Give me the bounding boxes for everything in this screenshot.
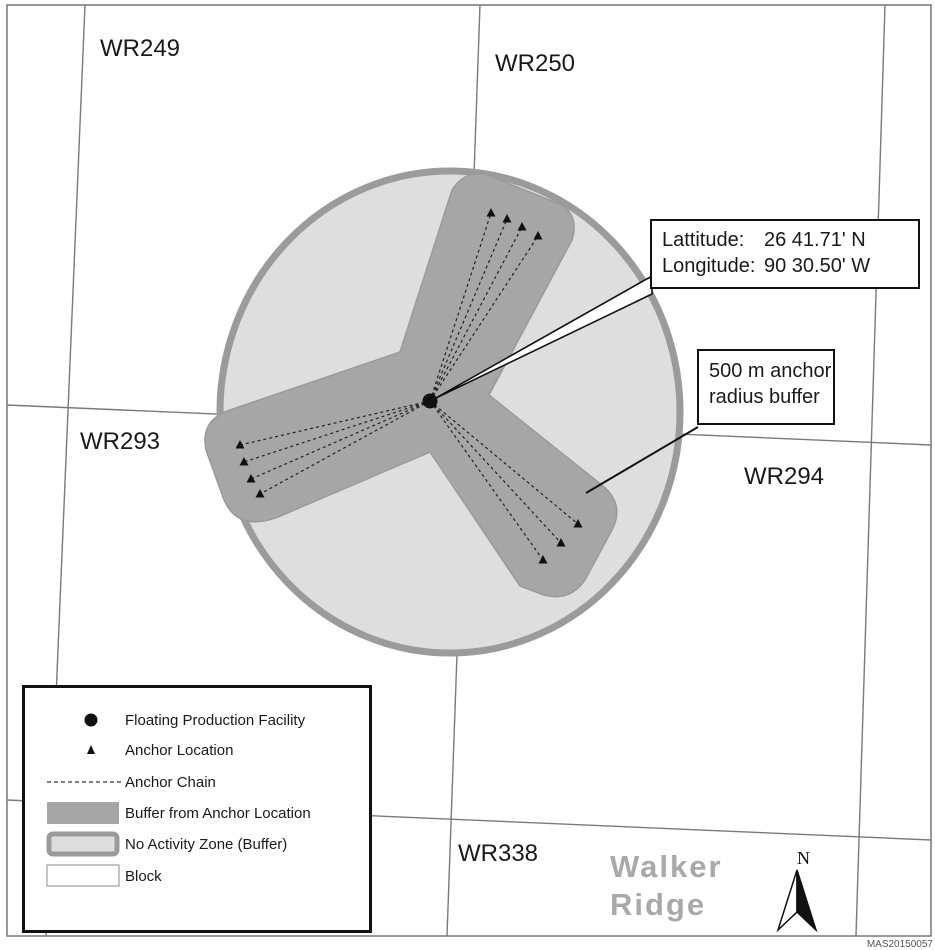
block-label-wr250: WR250 xyxy=(495,50,576,77)
floating-production-facility xyxy=(422,393,438,409)
anchor-chain-line xyxy=(429,400,562,544)
anchor-location-icon xyxy=(573,519,583,528)
legend-label: Anchor Chain xyxy=(125,773,216,791)
anchor-chain-line xyxy=(429,400,544,561)
block-label-wr293: WR293 xyxy=(80,428,161,455)
anchor-triangle-icon xyxy=(87,745,95,754)
dark-gray-fill-icon xyxy=(47,802,119,824)
anchor-location-icon xyxy=(517,222,527,231)
region-name-line1: Walker xyxy=(610,849,723,884)
anchor-buffer-callout: 500 m anchor radius buffer xyxy=(697,349,835,425)
anchor-chain-line xyxy=(250,400,431,480)
latitude-row: Lattitude: 26 41.71' N xyxy=(662,227,918,253)
anchor-location-icon xyxy=(235,440,245,449)
latitude-label: Lattitude: xyxy=(662,229,745,251)
anchor-location-buffer xyxy=(204,173,618,598)
anchor-chain-line xyxy=(429,218,508,402)
longitude-label: Longitude: xyxy=(662,255,756,277)
anchor-buffer-callout-line1: 500 m anchor xyxy=(709,360,832,382)
anchor-location-icon xyxy=(246,474,256,483)
block-label-wr294: WR294 xyxy=(744,463,825,490)
north-label: N xyxy=(797,848,810,868)
longitude-row: Longitude: 90 30.50' W xyxy=(662,253,918,279)
map-credit: MAS20150057 xyxy=(866,939,933,950)
anchor-location-icon xyxy=(239,457,249,466)
facility-dot-icon xyxy=(84,713,98,727)
anchor-location-icon xyxy=(486,208,496,217)
dashed-line-icon xyxy=(47,781,121,783)
map-legend: Floating Production Facility Anchor Loca… xyxy=(22,685,372,933)
block-line-vertical-east xyxy=(855,4,886,937)
legend-label: No Activity Zone (Buffer) xyxy=(125,835,288,853)
buffer-callout-leader xyxy=(585,426,699,494)
light-gray-fill-outlined-icon xyxy=(46,831,120,857)
anchor-buffer-callout-line2: radius buffer xyxy=(709,386,820,408)
anchor-chain-line xyxy=(259,400,431,495)
anchor-chains xyxy=(239,212,579,561)
longitude-value: 90 30.50' W xyxy=(764,255,871,277)
anchor-location-icon xyxy=(538,555,548,564)
legend-label: Block xyxy=(125,867,162,885)
legend-label: Floating Production Facility xyxy=(125,711,306,729)
legend-label: Buffer from Anchor Location xyxy=(125,804,311,822)
region-name-line2: Ridge xyxy=(610,887,707,922)
anchor-chain-line xyxy=(239,400,431,446)
anchor-chain-line xyxy=(429,212,492,402)
north-arrow: N xyxy=(775,848,819,868)
legend-label: Anchor Location xyxy=(125,741,234,759)
anchor-chain-line xyxy=(429,400,579,525)
anchor-location-icon xyxy=(255,489,265,498)
north-arrow-icon xyxy=(776,869,818,933)
anchor-location-icon xyxy=(533,231,543,240)
anchor-location-icon xyxy=(556,538,566,547)
latitude-value: 26 41.71' N xyxy=(764,229,866,251)
block-label-wr249: WR249 xyxy=(100,35,181,62)
anchor-chain-line xyxy=(429,235,539,402)
anchor-chain-line xyxy=(243,400,431,463)
anchor-chain-line xyxy=(429,226,523,402)
anchor-location-icon xyxy=(502,214,512,223)
facility-coordinates-callout: Lattitude: 26 41.71' N Longitude: 90 30.… xyxy=(650,219,920,289)
region-name: Walker Ridge xyxy=(610,848,723,924)
block-label-wr338: WR338 xyxy=(458,840,539,867)
anchor-locations xyxy=(235,208,583,564)
white-fill-outlined-icon xyxy=(46,864,120,887)
